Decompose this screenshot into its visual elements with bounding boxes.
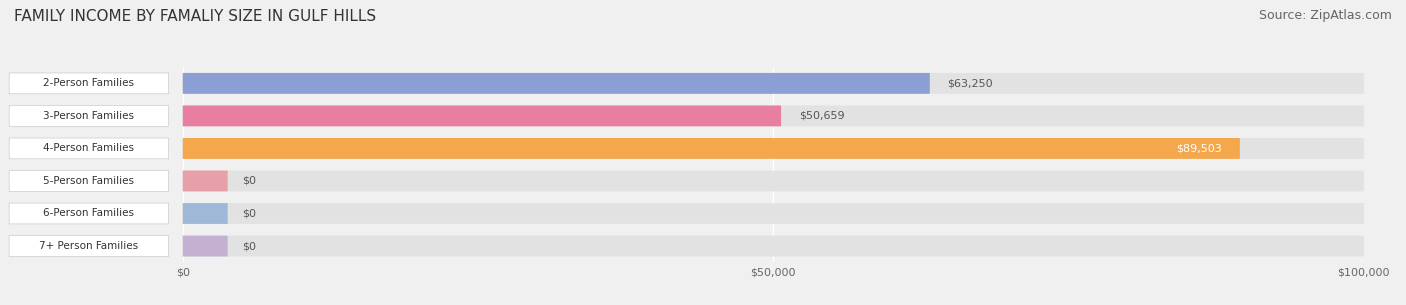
FancyBboxPatch shape bbox=[183, 73, 1364, 94]
FancyBboxPatch shape bbox=[183, 138, 1240, 159]
Text: $63,250: $63,250 bbox=[948, 78, 993, 88]
Text: 6-Person Families: 6-Person Families bbox=[44, 209, 135, 218]
Text: 4-Person Families: 4-Person Families bbox=[44, 143, 135, 153]
Text: 3-Person Families: 3-Person Families bbox=[44, 111, 135, 121]
FancyBboxPatch shape bbox=[183, 138, 1364, 159]
Text: $0: $0 bbox=[242, 241, 256, 251]
Text: Source: ZipAtlas.com: Source: ZipAtlas.com bbox=[1258, 9, 1392, 22]
FancyBboxPatch shape bbox=[183, 170, 1364, 191]
Text: $0: $0 bbox=[242, 209, 256, 218]
FancyBboxPatch shape bbox=[183, 236, 1364, 257]
FancyBboxPatch shape bbox=[183, 106, 1364, 126]
FancyBboxPatch shape bbox=[183, 236, 228, 257]
FancyBboxPatch shape bbox=[10, 236, 169, 257]
FancyBboxPatch shape bbox=[10, 138, 169, 159]
FancyBboxPatch shape bbox=[183, 203, 228, 224]
FancyBboxPatch shape bbox=[183, 73, 929, 94]
FancyBboxPatch shape bbox=[183, 170, 228, 191]
Text: 5-Person Families: 5-Person Families bbox=[44, 176, 135, 186]
FancyBboxPatch shape bbox=[10, 73, 169, 94]
FancyBboxPatch shape bbox=[10, 106, 169, 126]
Text: 2-Person Families: 2-Person Families bbox=[44, 78, 135, 88]
FancyBboxPatch shape bbox=[183, 203, 1364, 224]
Text: $50,659: $50,659 bbox=[799, 111, 845, 121]
Text: 7+ Person Families: 7+ Person Families bbox=[39, 241, 138, 251]
FancyBboxPatch shape bbox=[183, 106, 782, 126]
Text: FAMILY INCOME BY FAMALIY SIZE IN GULF HILLS: FAMILY INCOME BY FAMALIY SIZE IN GULF HI… bbox=[14, 9, 377, 24]
FancyBboxPatch shape bbox=[10, 170, 169, 191]
Text: $0: $0 bbox=[242, 176, 256, 186]
Text: $89,503: $89,503 bbox=[1177, 143, 1222, 153]
FancyBboxPatch shape bbox=[10, 203, 169, 224]
